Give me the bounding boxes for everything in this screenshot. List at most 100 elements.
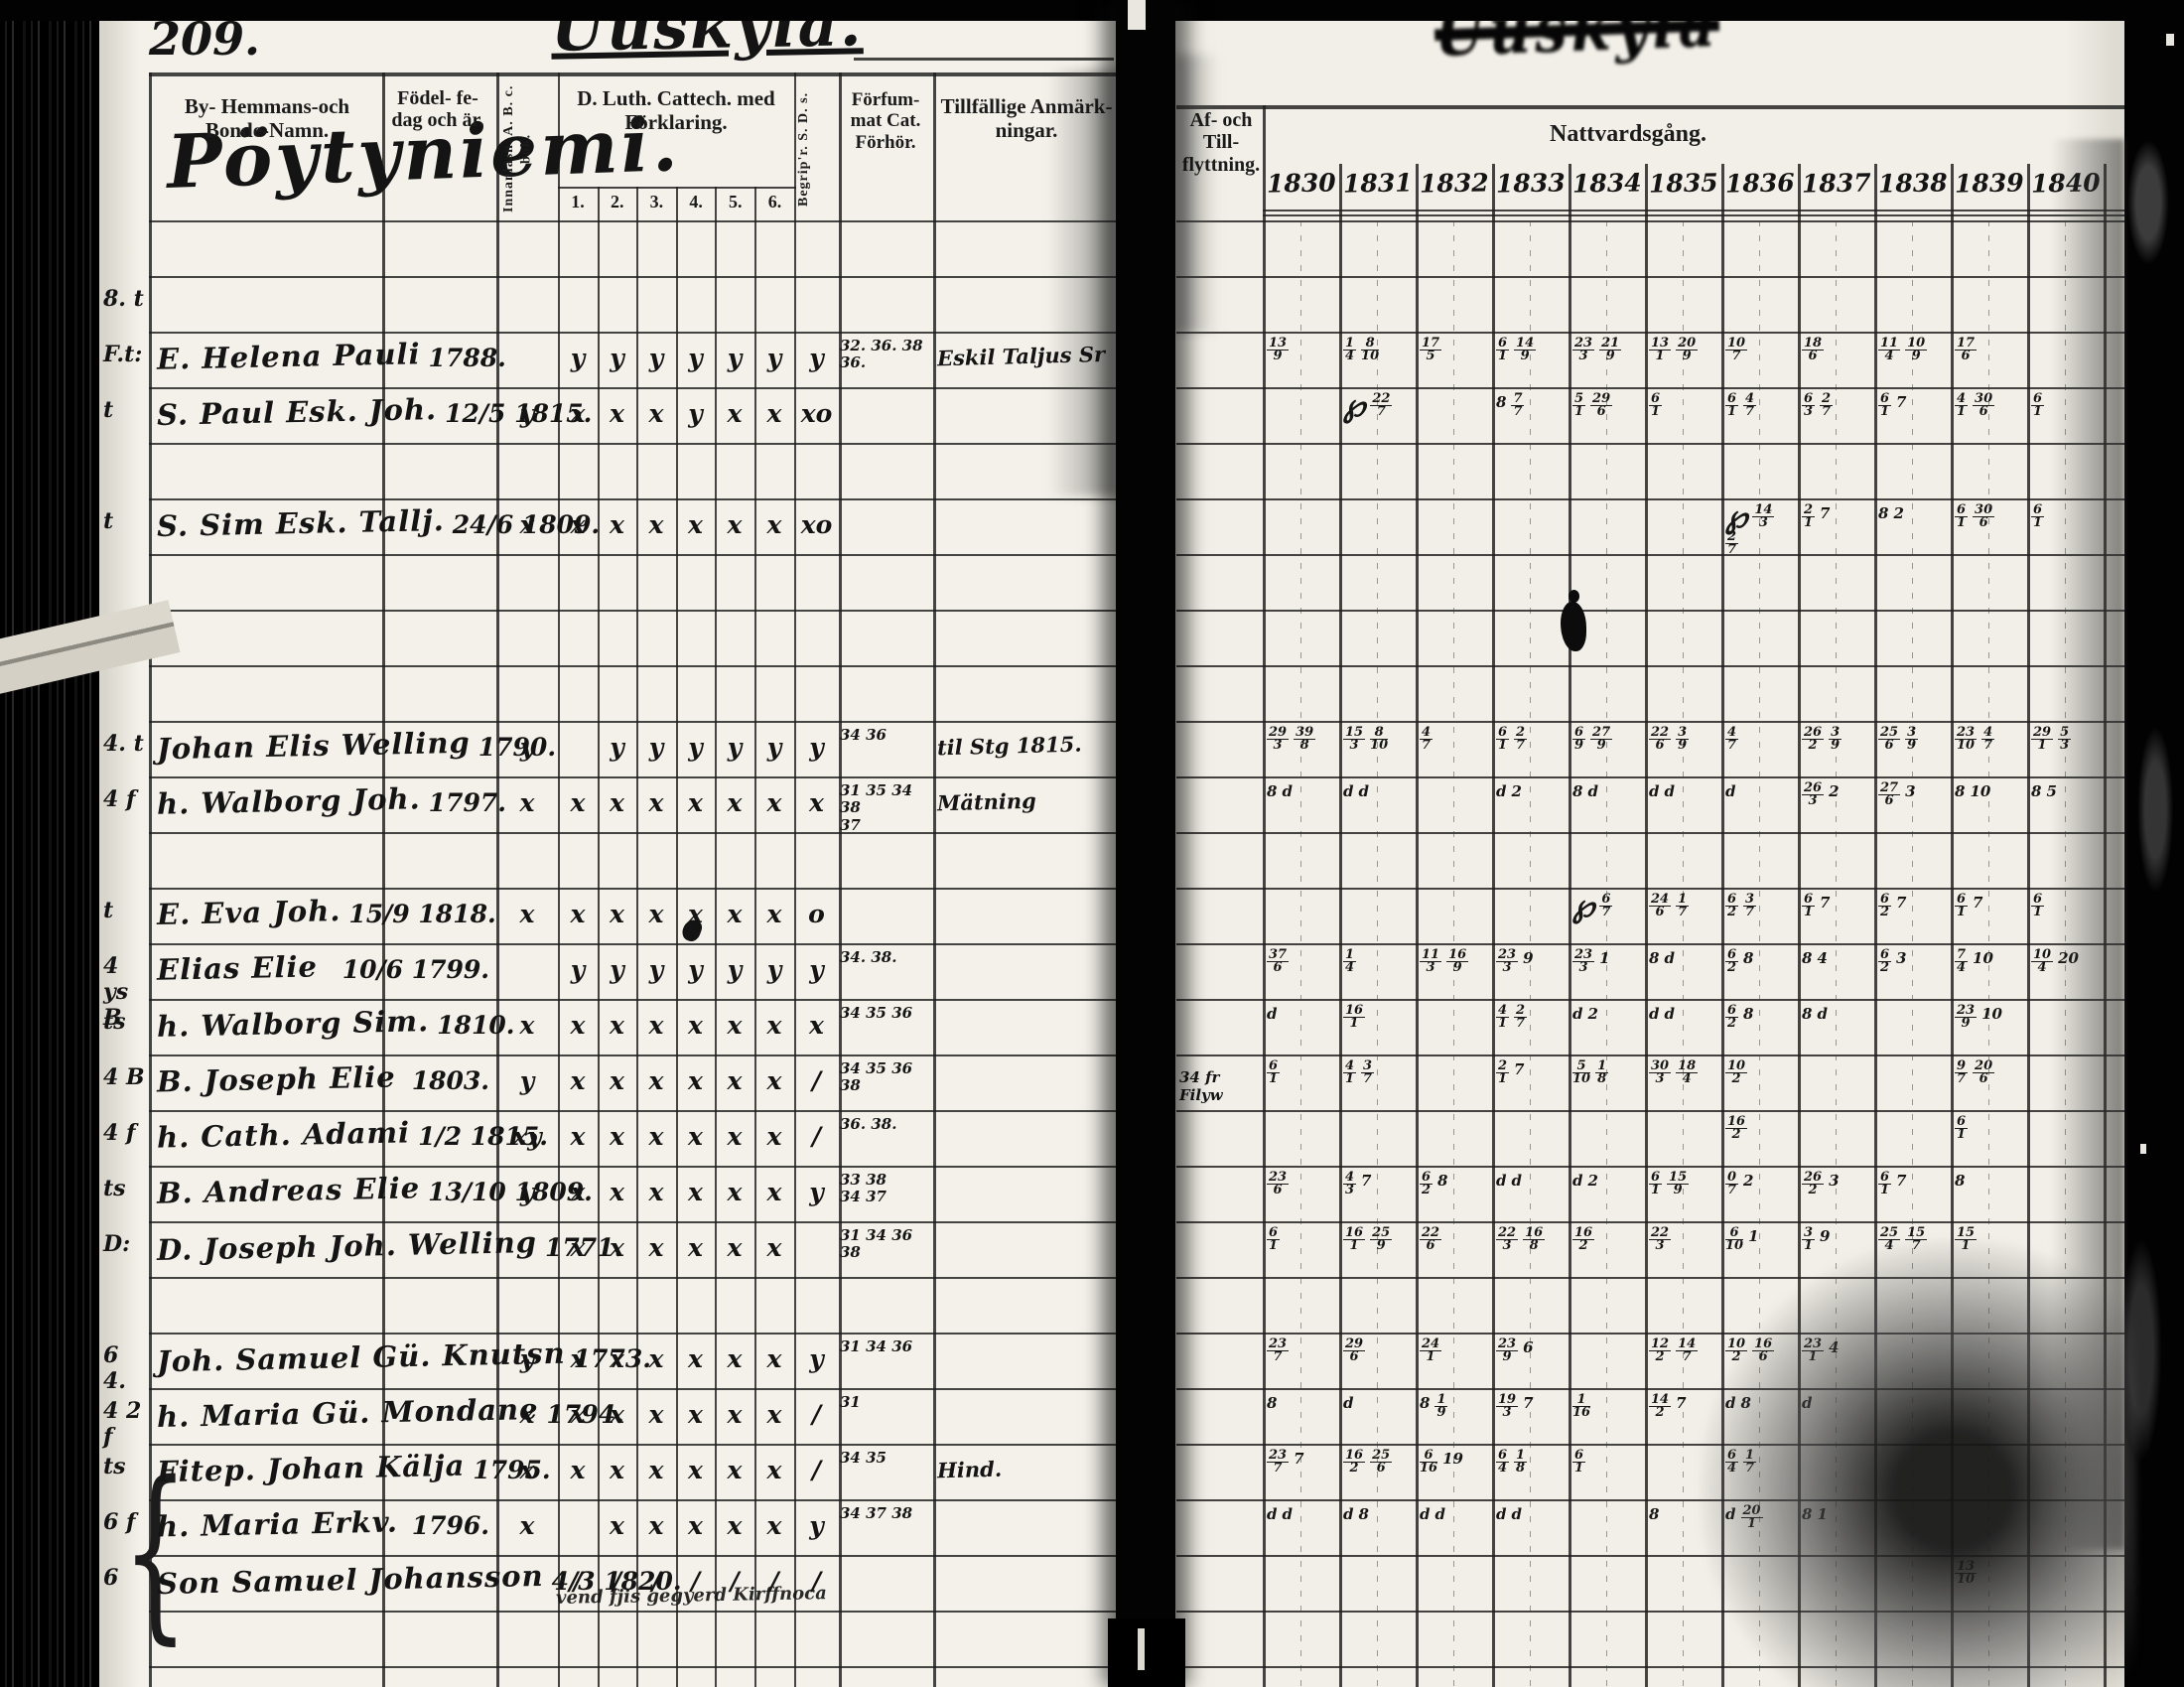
communion-entry: 27 6 3	[1878, 781, 1945, 808]
date-mark: d	[1511, 1505, 1523, 1523]
reading-mark: x	[727, 1456, 743, 1484]
reading-mark: x	[727, 1511, 743, 1540]
grid-line	[149, 72, 1117, 76]
reading-mark: y	[610, 733, 624, 762]
date-mark: 11 3	[1420, 947, 1442, 976]
margin-mark: 6	[103, 1565, 119, 1591]
communion-entry: 15 3 8 10	[1343, 726, 1410, 753]
communion-entry: 22 6 3 9	[1649, 726, 1715, 753]
communion-entry: 10 2	[1725, 1059, 1792, 1086]
date-mark: 6 16	[1420, 1448, 1438, 1476]
grid-line	[149, 888, 1117, 890]
date-mark: 15 1	[1955, 1225, 1978, 1254]
grid-line-dashed	[1377, 220, 1378, 1687]
date-mark: 15 7	[1905, 1225, 1928, 1254]
date-mark: 8	[1649, 1505, 1660, 1523]
reading-mark: y	[648, 733, 664, 762]
reading-mark: x	[766, 1400, 782, 1429]
grid-line	[1339, 164, 1342, 1687]
missed-exam-line: 31 35 34 38	[840, 781, 913, 817]
grid-line	[1176, 1444, 2124, 1446]
reading-mark: y	[809, 1178, 824, 1206]
reading-mark: y	[766, 344, 782, 372]
grid-line	[794, 72, 796, 1687]
column-header-catechism: D. Luth. Cattech. med Förklaring.	[577, 86, 775, 134]
date-mark: 23 9	[1496, 1336, 1519, 1365]
date-mark: 29 6	[1343, 1336, 1366, 1365]
date-mark: d	[1802, 1394, 1813, 1412]
communion-entry: 10 4 20	[2031, 948, 2098, 975]
remark-note: Eskil Taljus Sr	[936, 341, 1106, 371]
reading-mark: x	[727, 1233, 743, 1262]
communion-entry: 14 2 7	[1649, 1393, 1715, 1420]
date-mark: 8	[1740, 1394, 1751, 1412]
date-mark: d	[1343, 782, 1354, 800]
grid-line	[149, 276, 1117, 278]
grid-line	[149, 1444, 1117, 1446]
binding-clip	[1138, 1628, 1145, 1670]
communion-entry: 15 1	[1955, 1225, 2021, 1254]
person-name: h. Maria Gü. Mondane	[156, 1391, 539, 1435]
grid-line	[149, 665, 1117, 667]
date-mark: 16 9	[1446, 947, 1469, 976]
date-mark: 19	[1442, 1450, 1463, 1468]
grid-line	[149, 721, 1117, 723]
margin-mark: t	[103, 397, 114, 423]
person-name: S. Sim Esk. Tallj.	[156, 502, 446, 544]
date-mark: 25 6	[1878, 725, 1901, 754]
date-mark: 13 10	[1955, 1559, 1978, 1588]
date-mark: 2	[1587, 1005, 1598, 1023]
reading-mark: x	[809, 1011, 824, 1040]
person-name: E. Helena Pauli	[156, 337, 421, 376]
reading-mark: x	[688, 1011, 703, 1040]
person-name: h. Walborg Sim.	[156, 1004, 430, 1044]
margin-mark: ts	[103, 1009, 126, 1035]
reading-mark: x	[610, 1233, 624, 1262]
date-mark: d	[1434, 1505, 1446, 1523]
grid-line	[149, 220, 1117, 222]
reading-mark: y	[610, 955, 624, 984]
reading-mark: x	[519, 510, 535, 539]
date-mark: d	[1664, 949, 1675, 967]
page-number: 209.	[149, 12, 261, 66]
date-mark: 7	[1514, 1060, 1525, 1078]
date-mark: ℘	[1343, 386, 1366, 424]
entry-row: D. Joseph Joh. Welling 1771.	[157, 1225, 623, 1267]
date-mark: d	[1343, 1394, 1354, 1412]
date-mark: 20 9	[1676, 336, 1699, 364]
date-mark: 26 2	[1802, 1170, 1825, 1198]
communion-entry: 6 1 14 9	[1496, 337, 1563, 363]
reading-mark: y	[648, 344, 664, 372]
date-mark: 30 3	[1649, 1058, 1672, 1087]
birth-date: 10/6 1799.	[341, 955, 489, 984]
date-mark: 9	[1523, 949, 1534, 967]
communion-entry: 16 1	[1343, 1004, 1410, 1031]
grid-line	[1176, 220, 2124, 222]
entry-row: E. Helena Pauli 1788.	[156, 337, 506, 376]
grid-line	[1951, 164, 1954, 1687]
communion-entry: 29 3 39 8	[1267, 726, 1333, 753]
film-edge-mottling	[2113, 0, 2184, 1687]
year-label: 1835	[1648, 168, 1718, 199]
reading-mark: x	[648, 399, 664, 428]
reading-mark: x	[610, 1400, 624, 1429]
date-mark: 8	[1802, 1505, 1813, 1523]
